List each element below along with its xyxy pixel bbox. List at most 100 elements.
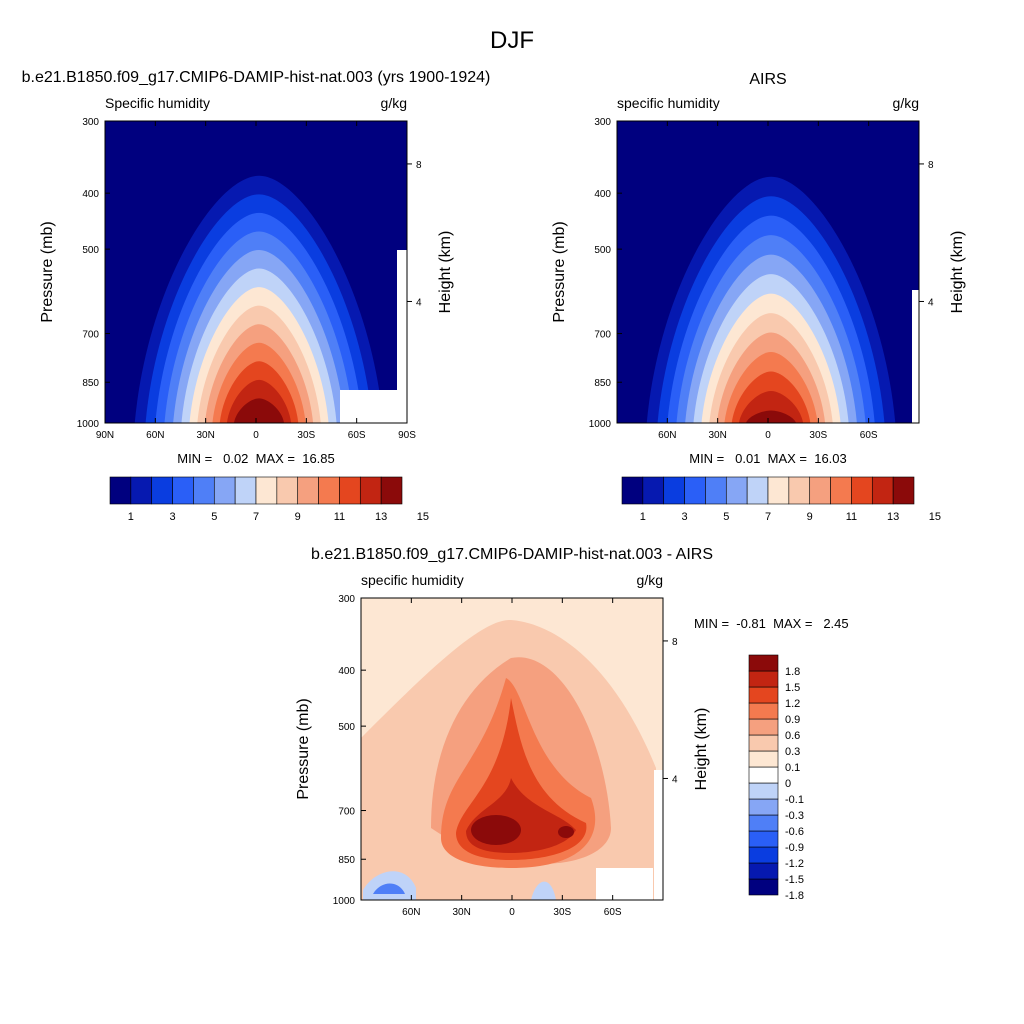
- missing-region: [654, 770, 663, 900]
- y-tick-label: 700: [338, 807, 355, 818]
- missing-region: [912, 290, 919, 423]
- colorbar-swatch: [663, 476, 685, 505]
- panel-diff-units: g/kg: [637, 572, 663, 588]
- colorbar-swatch: [380, 476, 403, 505]
- x-tick-label: 90S: [398, 430, 416, 441]
- colorbar-swatch: [318, 476, 340, 505]
- contour-band: [558, 826, 574, 838]
- panel-diff-ylabel: Pressure (mb): [295, 698, 312, 799]
- colorbar-label: 1: [640, 511, 646, 523]
- colorbar-label: 0.3: [785, 746, 800, 758]
- colorbar-swatch: [767, 476, 790, 505]
- colorbar-swatch: [748, 878, 779, 896]
- contour-band: [471, 815, 521, 845]
- colorbar-label: 7: [765, 511, 771, 523]
- colorbar-swatch: [748, 782, 779, 800]
- colorbar-label: 13: [887, 511, 899, 523]
- y-tick-label: 300: [338, 594, 355, 605]
- y-tick-label: 850: [594, 378, 611, 389]
- colorbar-swatch: [748, 846, 779, 864]
- contour-band: [531, 881, 556, 900]
- panel-airs-title: AIRS: [749, 71, 786, 88]
- y-tick-label: 700: [82, 330, 99, 341]
- panel-airs-stats: MIN = 0.01 MAX = 16.03: [689, 451, 847, 466]
- y-tick-label: 400: [82, 189, 99, 200]
- missing-region: [596, 868, 653, 900]
- x-tick-label: 30S: [553, 907, 571, 918]
- y2-tick-label: 4: [672, 774, 678, 785]
- colorbar-label: -1.2: [785, 858, 804, 870]
- colorbar-swatch: [748, 734, 779, 752]
- colorbar-label: 15: [929, 511, 941, 523]
- colorbar-swatch: [297, 476, 319, 505]
- panel-airs: AIRS specific humidity g/kg 300 400 500 700…: [551, 71, 966, 523]
- x-tick-label: 60N: [146, 430, 164, 441]
- panel-model: b.e21.B1850.f09_g17.CMIP6-DAMIP-hist-nat…: [22, 69, 491, 523]
- x-tick-label: 30S: [809, 430, 827, 441]
- colorbar-swatch: [830, 476, 852, 505]
- panel-model-left-title: Specific humidity: [105, 95, 210, 111]
- colorbar-label: 1.8: [785, 666, 800, 678]
- colorbar-label: 0.6: [785, 730, 800, 742]
- y-tick-label: 400: [594, 189, 611, 200]
- colorbar-swatch: [748, 750, 779, 768]
- panel-model-colorbar: 1 3 5 7 9 11 13 15: [109, 476, 429, 523]
- colorbar-label: 3: [682, 511, 688, 523]
- colorbar-label: 1: [128, 511, 134, 523]
- colorbar-label: -1.5: [785, 874, 804, 886]
- colorbar-label: -0.1: [785, 794, 804, 806]
- colorbar-label: 13: [375, 511, 387, 523]
- colorbar-label: 1.5: [785, 682, 800, 694]
- colorbar-swatch: [213, 476, 236, 505]
- panel-airs-ylabel: Pressure (mb): [551, 221, 568, 322]
- panel-model-y2label: Height (km): [437, 231, 454, 314]
- colorbar-swatch: [851, 476, 873, 505]
- y-tick-label: 500: [338, 722, 355, 733]
- contour-band: [745, 410, 797, 423]
- colorbar-label: -0.3: [785, 810, 804, 822]
- panel-airs-yticks: 300 400 500 700 850 1000: [589, 117, 622, 430]
- colorbar-label: 3: [170, 511, 176, 523]
- panel-diff-left-title: specific humidity: [361, 572, 464, 588]
- panel-airs-left-title: specific humidity: [617, 95, 720, 111]
- panel-diff-xticks: 60N 30N 0 30S 60S: [402, 598, 622, 918]
- y-tick-label: 500: [82, 245, 99, 256]
- x-tick-label: 60S: [860, 430, 878, 441]
- colorbar-label: -0.6: [785, 826, 804, 838]
- colorbar-label: 9: [295, 511, 301, 523]
- colorbar-swatch: [642, 476, 665, 505]
- colorbar-swatch: [255, 476, 278, 505]
- colorbar-label: 11: [846, 511, 857, 523]
- colorbar-swatch: [748, 686, 779, 704]
- colorbar-swatch: [339, 476, 361, 505]
- panel-diff-colorbar: 1.8 1.5 1.2 0.9 0.6 0.3 0.1 0 -0.1 -0.3 -0.6 -0.9 -1…: [748, 654, 804, 902]
- x-tick-label: 90N: [96, 430, 114, 441]
- colorbar-label: 15: [417, 511, 429, 523]
- panel-diff-title: b.e21.B1850.f09_g17.CMIP6-DAMIP-hist-nat…: [311, 546, 713, 563]
- colorbar-label: 0.1: [785, 762, 800, 774]
- colorbar-swatch: [871, 476, 894, 505]
- colorbar-label: 9: [807, 511, 813, 523]
- colorbar-swatch: [748, 766, 779, 784]
- colorbar-label: 0: [785, 778, 791, 790]
- panel-diff-yticks: 300 400 500 700 850 1000: [333, 594, 366, 907]
- colorbar-swatch: [276, 476, 299, 505]
- colorbar-swatch: [892, 476, 915, 505]
- colorbar-swatch: [172, 476, 194, 505]
- missing-region: [397, 250, 407, 423]
- colorbar-label: 5: [723, 511, 729, 523]
- x-tick-label: 30N: [708, 430, 726, 441]
- colorbar-label: -0.9: [785, 842, 804, 854]
- panel-model-stats: MIN = 0.02 MAX = 16.85: [177, 451, 335, 466]
- colorbar-swatch: [109, 476, 132, 505]
- colorbar-label: 0.9: [785, 714, 800, 726]
- x-tick-label: 30N: [196, 430, 214, 441]
- colorbar-swatch: [684, 476, 706, 505]
- colorbar-swatch: [130, 476, 153, 505]
- colorbar-swatch: [725, 476, 748, 505]
- y-tick-label: 850: [338, 855, 355, 866]
- panel-airs-xticks: 60N 30N 0 30S 60S: [658, 121, 878, 441]
- x-tick-label: 60S: [348, 430, 366, 441]
- panel-model-units: g/kg: [381, 95, 407, 111]
- colorbar-swatch: [748, 798, 779, 816]
